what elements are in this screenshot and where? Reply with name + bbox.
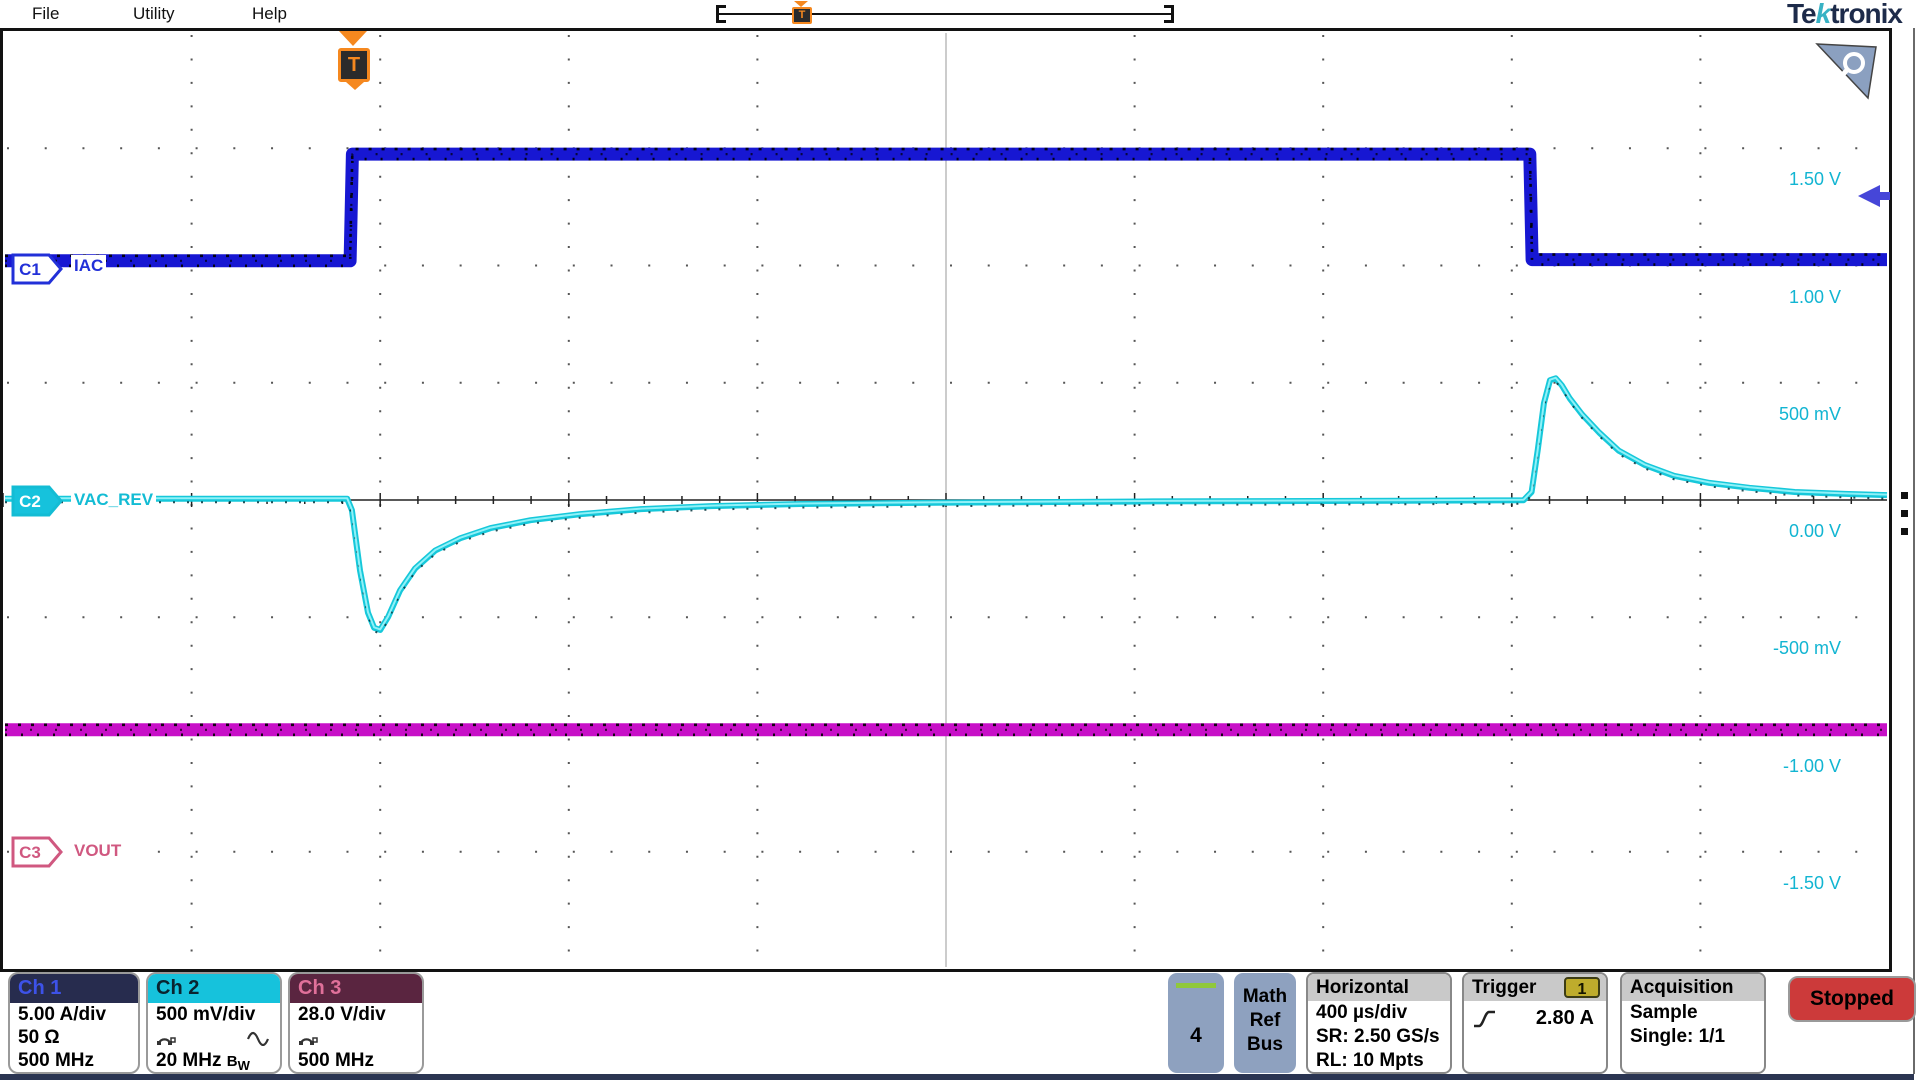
- scale-label-n500mv: -500 mV: [1772, 638, 1841, 658]
- scale-label-n150v: -1.50 V: [1782, 873, 1841, 893]
- scale-label-0v: 0.00 V: [1788, 521, 1841, 541]
- record-right-bracket: [1164, 5, 1174, 23]
- graticule-area: 1.50 V 1.00 V 500 mV 0.00 V -500 mV -1.0…: [0, 28, 1892, 972]
- horizontal-panel-title: Horizontal: [1308, 974, 1450, 1001]
- bus-label: Bus: [1247, 1034, 1283, 1055]
- logo-pre: Te: [1787, 0, 1817, 29]
- ch2-badge-header: Ch 2: [148, 974, 280, 1003]
- horizontal-record-len: RL: 10 Mpts: [1316, 1050, 1424, 1071]
- channel-badge-c1-label: C1: [19, 260, 41, 279]
- math-ref-bus-button[interactable]: Math Ref Bus: [1234, 973, 1296, 1073]
- ch1-badge-header: Ch 1: [10, 974, 138, 1003]
- channel-badge-c3[interactable]: C3: [11, 836, 63, 868]
- scale-label-150v: 1.50 V: [1788, 169, 1841, 189]
- scale-label-100v: 1.00 V: [1788, 287, 1841, 307]
- ch3-badge-header: Ch 3: [290, 974, 422, 1003]
- scale-label-500mv: 500 mV: [1778, 404, 1841, 424]
- record-trigger-t-icon[interactable]: T: [792, 7, 812, 24]
- ch1-bandwidth: 500 MHz: [18, 1050, 95, 1071]
- channel-label-iac[interactable]: IAC: [71, 255, 107, 277]
- channel-4-color-bar: [1176, 983, 1216, 988]
- ch1-impedance: 50 Ω: [18, 1027, 60, 1048]
- slope-rising-icon: [1474, 1010, 1495, 1027]
- trigger-level-arrow-stem: [1879, 192, 1890, 200]
- trigger-position-caret-icon: [339, 31, 367, 46]
- scale-label-n100v: -1.00 V: [1782, 756, 1841, 776]
- trigger-panel-title: Trigger: [1472, 977, 1537, 998]
- zoom-corner-button[interactable]: [1814, 38, 1880, 102]
- record-trigger-caret-icon: [794, 1, 808, 7]
- horizontal-sample-rate: SR: 2.50 GS/s: [1316, 1026, 1440, 1047]
- trigger-source-badge: 1: [1564, 977, 1600, 998]
- probe-icon: [157, 1036, 176, 1045]
- acquisition-single: Single: 1/1: [1630, 1026, 1726, 1047]
- magnifier-icon: [1843, 52, 1865, 74]
- acquisition-mode: Sample: [1630, 1002, 1698, 1023]
- acquisition-panel[interactable]: Acquisition Sample Single: 1/1: [1620, 972, 1766, 1074]
- channel-label-vout[interactable]: VOUT: [71, 840, 125, 862]
- ref-label: Ref: [1249, 1010, 1281, 1031]
- waveform-canvas: [3, 33, 1888, 967]
- record-view-bar: T: [716, 0, 1174, 24]
- tektronix-logo: Tektronix: [1787, 0, 1903, 30]
- ch2-settings-badge[interactable]: Ch 2 500 mV/div 20 MHz BW: [146, 972, 282, 1074]
- logo-post: tronix: [1830, 0, 1903, 29]
- channel-badge-c2-label: C2: [19, 492, 41, 511]
- record-left-bracket: [716, 5, 726, 23]
- run-stop-button[interactable]: Stopped: [1788, 976, 1916, 1022]
- bandwidth-limit-icon: BW: [226, 1053, 250, 1073]
- kebab-menu-icon[interactable]: [1901, 492, 1909, 546]
- menu-file[interactable]: File: [32, 4, 60, 23]
- right-edge-divider: [1913, 28, 1915, 1074]
- ch3-settings-badge[interactable]: Ch 3 28.0 V/div 500 MHz: [288, 972, 424, 1074]
- trigger-t-icon[interactable]: T: [338, 48, 370, 82]
- ch2-bandwidth-value: 20 MHz: [156, 1050, 222, 1071]
- ch1-settings-badge[interactable]: Ch 1 5.00 A/div 50 Ω 500 MHz: [8, 972, 140, 1074]
- probe-icon: [299, 1036, 318, 1045]
- logo-k: k: [1815, 0, 1832, 29]
- acquisition-panel-title: Acquisition: [1622, 974, 1764, 1001]
- trigger-level-arrow-icon[interactable]: [1858, 185, 1880, 207]
- channel-badge-c3-label: C3: [19, 843, 41, 862]
- horizontal-panel[interactable]: Horizontal 400 µs/div SR: 2.50 GS/s RL: …: [1306, 972, 1452, 1074]
- channel-badge-c1[interactable]: C1: [11, 253, 63, 285]
- menu-utility[interactable]: Utility: [133, 4, 175, 23]
- horizontal-scale: 400 µs/div: [1316, 1002, 1408, 1023]
- ch1-scale: 5.00 A/div: [18, 1004, 107, 1025]
- channel-badge-c2[interactable]: C2: [11, 485, 63, 517]
- trigger-level-value: 2.80 A: [1535, 1007, 1594, 1029]
- ch3-scale: 28.0 V/div: [298, 1004, 386, 1025]
- menu-bar: File Utility Help T Tektronix: [0, 0, 1920, 30]
- menu-help[interactable]: Help: [252, 4, 287, 23]
- trigger-t-pointer-icon: [346, 82, 364, 90]
- math-label: Math: [1242, 986, 1288, 1007]
- ch2-scale: 500 mV/div: [156, 1004, 256, 1025]
- channel-label-vac-rev[interactable]: VAC_REV: [71, 489, 157, 511]
- record-view-line: [716, 13, 1174, 15]
- ch3-bandwidth: 500 MHz: [298, 1050, 375, 1071]
- add-channel-4-button[interactable]: 4: [1168, 973, 1224, 1073]
- channel-4-number: 4: [1190, 1024, 1202, 1047]
- ch2-bandwidth: 20 MHz BW: [148, 1049, 280, 1072]
- bottom-divider-strip: [0, 1074, 1914, 1080]
- ac-coupling-icon: [246, 1031, 270, 1046]
- trigger-panel[interactable]: Trigger 1 2.80 A: [1462, 972, 1608, 1074]
